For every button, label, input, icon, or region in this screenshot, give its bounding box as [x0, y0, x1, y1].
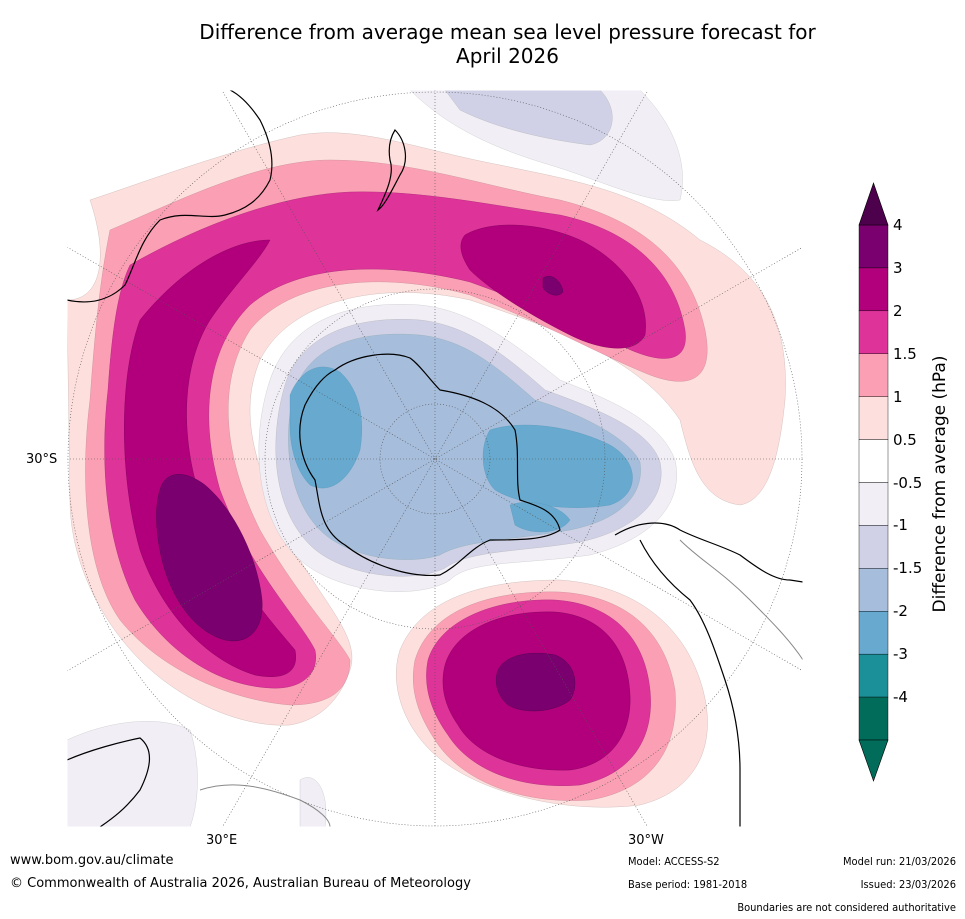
- colorbar-bin: [858, 439, 889, 483]
- colorbar-tick-label: 1: [893, 387, 903, 406]
- colorbar-tick-label: 3: [893, 258, 903, 277]
- colorbar-bin: [858, 310, 889, 354]
- colorbar-label: Difference from average (hPa): [930, 355, 950, 613]
- title-line-2: April 2026: [456, 44, 559, 68]
- africa-coast: [67, 737, 150, 827]
- borders: [199, 539, 803, 827]
- new-zealand-coast: [376, 129, 407, 212]
- anomaly-neg-north-dark: [444, 90, 613, 146]
- lat-label-30s: 30°S: [26, 452, 58, 467]
- australia-coast: [67, 90, 273, 303]
- graticule: [67, 90, 803, 827]
- colorbar-tick-label: -1: [893, 516, 908, 535]
- colorbar-bin: [858, 396, 889, 440]
- colorbar-bin: [858, 267, 889, 312]
- colorbar-under-arrow: [858, 739, 889, 782]
- colorbar-bin: [858, 353, 889, 397]
- colorbar-bin: [858, 482, 889, 526]
- colorbar-tick-label: -4: [893, 688, 908, 707]
- colorbar-bin: [858, 224, 889, 269]
- anomaly-3-4: [156, 474, 263, 642]
- footer-disclaimer: Boundaries are not considered authoritat…: [737, 901, 956, 914]
- lon-label-30w: 30°W: [628, 833, 664, 848]
- colorbar-tick-label: -0.5: [893, 473, 923, 492]
- colorbar-over-arrow: [858, 182, 889, 226]
- colorbar-tick-label: 1.5: [893, 344, 917, 363]
- colorbar-tick-label: 4: [893, 216, 903, 234]
- lon-label-30e: 30°E: [206, 833, 238, 848]
- footer-base-period: Base period: 1981-2018: [628, 878, 748, 891]
- colorbar-bin: [858, 611, 889, 655]
- footer-model-run: Model run: 21/03/2026: [843, 855, 956, 868]
- colorbar-tick-label: -3: [893, 645, 908, 664]
- colorbar-tick-label: -2: [893, 602, 908, 621]
- chart-title: Difference from average mean sea level p…: [150, 20, 865, 68]
- anomaly-3-4-south: [495, 652, 576, 712]
- colorbar-bin: [858, 525, 889, 569]
- antarctica-coast: [299, 353, 561, 577]
- footer-model: Model: ACCESS-S2: [628, 855, 720, 868]
- anomaly-neg-2-west: [289, 366, 362, 489]
- south-america-coast: [614, 522, 803, 827]
- colorbar-tick-label: -1.5: [893, 559, 923, 578]
- footer-copyright: © Commonwealth of Australia 2026, Austra…: [10, 876, 471, 891]
- colorbar-bin: [858, 653, 889, 698]
- footer-url: www.bom.gov.au/climate: [10, 853, 174, 868]
- anomaly-neg-2-se: [509, 502, 571, 533]
- colorbar-tick-label: 2: [893, 301, 903, 320]
- anomaly-3-4-east: [542, 276, 564, 296]
- footer-issued: Issued: 23/03/2026: [860, 878, 956, 891]
- title-line-1: Difference from average mean sea level p…: [199, 20, 816, 44]
- colorbar-bin: [858, 568, 889, 612]
- anomaly-neg-2-east: [482, 424, 633, 508]
- colorbar-tick-label: 0.5: [893, 430, 917, 449]
- coastlines: [67, 90, 803, 827]
- colorbar-bin: [858, 696, 889, 741]
